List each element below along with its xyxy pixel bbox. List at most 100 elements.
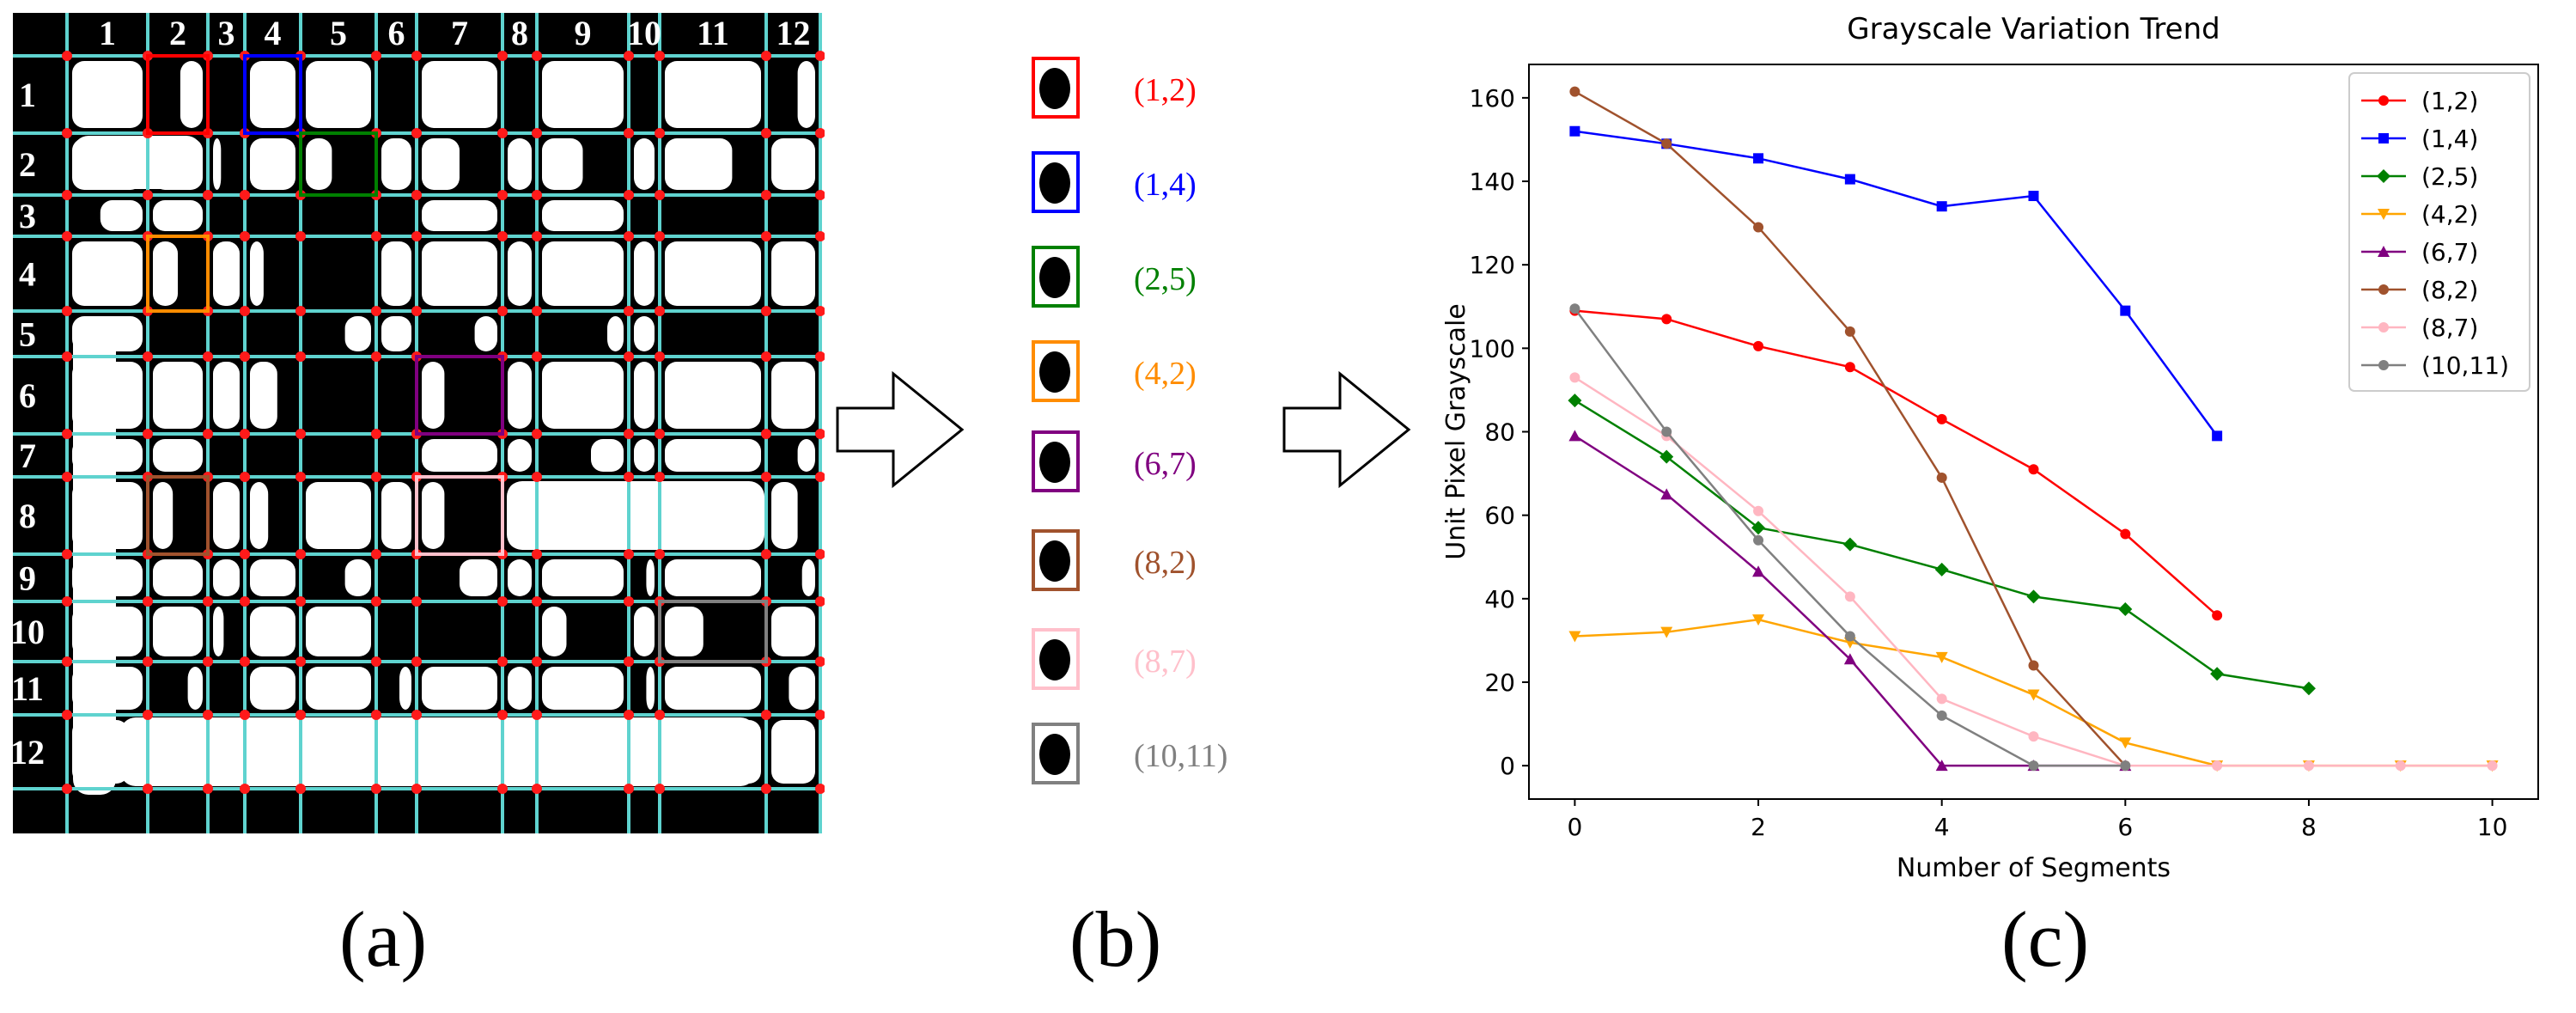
series-line (1574, 90, 2127, 766)
white-region (381, 241, 411, 306)
data-point (2487, 760, 2498, 772)
data-point (1569, 372, 1580, 383)
legend-label: (10,11) (2421, 351, 2509, 380)
column-label: 4 (265, 14, 282, 52)
x-tick-label: 2 (1751, 813, 1766, 841)
white-region (801, 559, 815, 596)
white-region (634, 607, 655, 656)
grid-node (532, 51, 542, 61)
white-region (460, 559, 497, 596)
grid-node (240, 784, 250, 794)
white-region (646, 559, 655, 596)
white-region (250, 482, 269, 549)
y-tick-label: 20 (1484, 668, 1515, 697)
patch-item: (10,11) (1005, 722, 1263, 790)
white-region (153, 362, 203, 429)
row-label: 5 (19, 315, 36, 354)
grid-node (815, 656, 825, 667)
white-region (542, 138, 583, 190)
data-point (1752, 565, 1765, 577)
white-region (646, 667, 655, 710)
grid-node (203, 351, 213, 362)
y-tick-label: 40 (1484, 585, 1515, 613)
grid-node (532, 784, 542, 794)
legend-entry: (8,2) (2361, 276, 2478, 304)
data-point (1661, 138, 1672, 150)
white-region (422, 200, 497, 231)
legend-entry: (10,11) (2361, 351, 2509, 380)
column-label: 3 (218, 14, 235, 52)
grid-node (761, 710, 771, 720)
data-point (2378, 95, 2389, 106)
data-point (2028, 731, 2039, 742)
legend-label: (1,2) (2421, 87, 2478, 115)
x-tick-label: 10 (2477, 813, 2508, 841)
white-region (771, 362, 815, 429)
white-region (153, 200, 203, 231)
white-region (213, 362, 240, 429)
grid-node (655, 128, 665, 138)
white-region (665, 241, 761, 306)
data-point (1936, 201, 1947, 212)
legend-entry: (1,2) (2361, 87, 2478, 115)
row-label: 2 (19, 145, 36, 184)
grid-node (624, 710, 634, 720)
x-axis-label: Number of Segments (1897, 853, 2171, 883)
grid-node (62, 784, 72, 794)
grid-node (624, 784, 634, 794)
white-region (542, 607, 567, 656)
white-region (344, 316, 371, 351)
patch-item: (4,2) (1005, 339, 1263, 408)
series-(1,2) (1569, 305, 2223, 621)
white-region (306, 138, 332, 190)
patch-thumbnail (1032, 246, 1080, 308)
y-tick-label: 120 (1470, 251, 1515, 279)
grid-node (532, 306, 542, 316)
legend-entry: (4,2) (2361, 200, 2478, 229)
row-label: 8 (19, 497, 36, 535)
y-tick-label: 0 (1500, 752, 1515, 780)
legend-entry: (6,7) (2361, 238, 2478, 266)
grid-node (240, 190, 250, 200)
grid-node (624, 51, 634, 61)
series-(8,7) (1569, 372, 2498, 772)
grid-node (624, 429, 634, 439)
grid-node (371, 429, 381, 439)
white-region (665, 61, 761, 128)
data-point (2120, 528, 2131, 540)
grid-node (761, 306, 771, 316)
highlighted-cell (146, 54, 210, 135)
data-point (1842, 537, 1857, 552)
right-arrow-icon (1282, 370, 1411, 489)
patch-label: (6,7) (1134, 446, 1197, 482)
data-point (1936, 693, 1947, 705)
highlighted-cell (243, 54, 302, 135)
white-region (120, 717, 756, 786)
legend-label: (2,5) (2421, 162, 2478, 191)
grid-node (761, 128, 771, 138)
grid-node (411, 128, 422, 138)
white-region (153, 482, 174, 549)
data-point (2378, 246, 2390, 257)
grid-node (655, 710, 665, 720)
data-point (2378, 360, 2389, 370)
grid-node (532, 429, 542, 439)
data-point (2119, 737, 2132, 749)
data-point (2028, 660, 2039, 671)
white-region (422, 482, 445, 549)
white-region (153, 607, 203, 656)
white-region (634, 138, 655, 190)
white-region (634, 241, 655, 306)
y-tick-label: 100 (1470, 334, 1515, 363)
x-tick-label: 8 (2301, 813, 2317, 841)
y-tick-label: 60 (1484, 502, 1515, 530)
data-point (2378, 322, 2389, 333)
data-point (2028, 760, 2039, 772)
grid-node (203, 190, 213, 200)
grid-node (371, 306, 381, 316)
white-region (474, 316, 497, 351)
white-region (665, 667, 761, 710)
legend-label: (1,4) (2421, 125, 2478, 153)
white-region (508, 667, 532, 710)
legend-label: (8,7) (2421, 314, 2478, 342)
